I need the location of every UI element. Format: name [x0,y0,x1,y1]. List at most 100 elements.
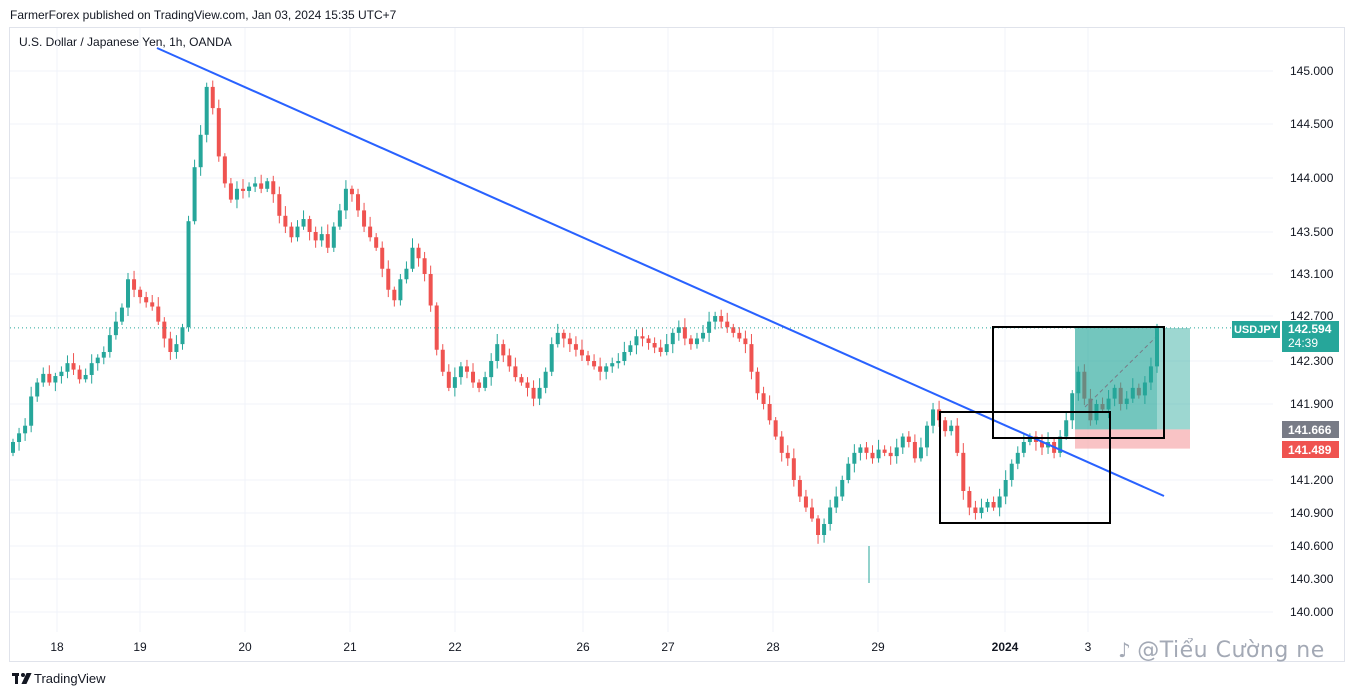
y-tick-label: 140.000 [1290,605,1334,619]
entry-tag [1282,421,1339,438]
candle-body [349,188,354,195]
candle-body [301,219,306,227]
candle-body [1058,436,1063,453]
candle-body [949,425,954,432]
candle-body [101,352,106,358]
candle-body [864,447,869,453]
candle-body [11,442,15,453]
candle-body [174,344,179,352]
candle-body [985,502,990,508]
candle-body [1106,398,1111,410]
candle-body [834,496,839,508]
candle-body [640,336,645,339]
candle-body [543,371,548,388]
candle-body [331,226,336,248]
candle-body [731,327,736,333]
candle-body [71,363,76,370]
candle-body [749,344,754,372]
candle-body [198,134,203,168]
candle-body [126,279,131,308]
candle-body [616,361,621,364]
candle-body [343,188,348,211]
candle-body [658,347,663,352]
candle-body [368,226,373,238]
candle-body [882,449,887,453]
candle-body [313,232,318,241]
candle-body [404,268,409,280]
candle-body [271,181,276,195]
candle-body [822,524,827,535]
candle-body [277,194,282,216]
x-tick-label: 26 [576,640,590,654]
candle-body [586,355,591,361]
y-tick-label: 142.700 [1290,309,1334,323]
candle-body [943,420,948,432]
candle-body [1142,382,1147,396]
candle-body [997,496,1002,508]
candle-body [743,338,748,345]
candle-body [1136,387,1141,396]
candle-body [531,387,536,399]
tradingview-logo[interactable]: TradingView [12,671,106,686]
candle-body [440,349,445,372]
candle-body [325,234,330,248]
candle-body [1009,463,1014,480]
candle-body [113,321,118,336]
candle-body [1027,436,1032,442]
candle-body [83,374,88,380]
candle-body [283,215,288,227]
candle-body [701,332,706,339]
candle-body [156,306,161,322]
candle-body [592,361,597,367]
tradingview-icon [12,672,32,685]
countdown-value: 24:39 [1288,336,1318,350]
candle-body [809,507,814,519]
candle-body [555,332,560,345]
x-tick-label: 28 [766,640,780,654]
candle-body [471,371,476,383]
candle-body [1082,371,1087,399]
last-price-tag [1282,321,1339,352]
candle-body [694,338,699,345]
candle-body [622,352,627,361]
y-tick-label: 144.000 [1290,171,1334,185]
candle-body [95,357,100,364]
x-tick-label: 29 [871,640,885,654]
candle-body [53,376,58,383]
y-tick-label: 143.500 [1290,225,1334,239]
candle-body [307,219,312,232]
symbol-tag [1232,321,1280,338]
candle-body [265,181,270,189]
candle-body [495,344,500,361]
candle-body [785,452,790,459]
y-tick-label: 140.900 [1290,506,1334,520]
candle-body [513,366,518,378]
candle-body [779,436,784,453]
candle-body [797,480,802,497]
stop-value: 141.489 [1288,443,1332,457]
candle-body [900,436,905,448]
candle-body [150,302,155,307]
x-tick-label: 20 [238,640,252,654]
candle-body [1064,420,1069,437]
y-tick-label: 140.600 [1290,539,1334,553]
candle-body [35,382,40,397]
x-tick-label: 2024 [992,640,1019,654]
candle-body [876,449,881,459]
range-box-lower [939,411,1111,524]
candle-body [773,420,778,437]
candle-body [707,321,712,333]
candle-body [210,86,215,109]
entry-value: 141.666 [1288,423,1332,437]
candle-body [168,338,173,352]
candle-body [761,393,766,404]
candle-body [507,355,512,367]
candle-body [1155,327,1159,367]
candle-body [1118,387,1123,404]
candle-body [634,336,639,346]
candle-body [931,409,936,426]
candle-body [967,491,972,508]
x-tick-label: 27 [661,640,675,654]
candle-body [670,332,675,345]
